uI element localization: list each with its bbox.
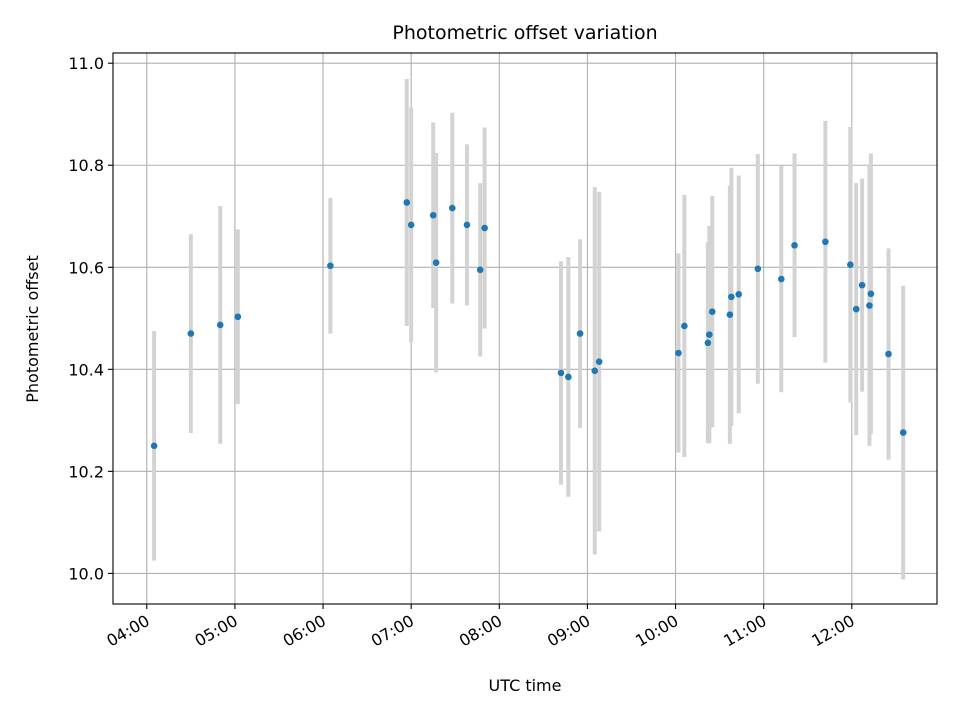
y-axis-ticks: 10.0 10.2 10.4 10.6 10.8 11.0 xyxy=(68,54,113,583)
data-point xyxy=(885,350,892,358)
data-point xyxy=(735,291,743,298)
data-point xyxy=(706,331,713,338)
x-tick-label: 10:00 xyxy=(632,611,681,651)
data-point xyxy=(481,224,488,232)
data-point xyxy=(595,358,603,365)
x-tick-label: 06:00 xyxy=(280,611,329,651)
data-point xyxy=(858,281,866,289)
data-point xyxy=(150,442,158,450)
data-point xyxy=(754,265,762,273)
y-tick-label: 10.8 xyxy=(68,156,104,175)
data-point xyxy=(791,242,798,249)
data-point xyxy=(432,259,440,266)
x-tick-label: 12:00 xyxy=(808,611,857,651)
y-tick-label: 10.2 xyxy=(68,462,104,481)
chart-title: Photometric offset variation xyxy=(392,22,657,44)
data-point xyxy=(565,373,572,381)
data-point xyxy=(187,330,195,337)
data-point xyxy=(429,211,437,219)
data-point xyxy=(327,262,334,270)
x-tick-label: 08:00 xyxy=(456,611,505,651)
data-point xyxy=(216,321,224,329)
data-point xyxy=(847,261,854,269)
data-point xyxy=(463,221,471,229)
data-point xyxy=(852,305,860,313)
x-tick-label: 07:00 xyxy=(368,611,417,651)
data-point xyxy=(728,293,735,301)
x-grid-lines xyxy=(146,53,853,604)
data-point xyxy=(234,313,242,321)
y-grid-lines xyxy=(113,62,937,574)
data-point xyxy=(778,275,785,283)
data-point xyxy=(822,238,829,246)
x-tick-label: 11:00 xyxy=(720,611,769,651)
x-tick-label: 05:00 xyxy=(191,611,240,651)
data-point xyxy=(867,290,875,298)
error-bars xyxy=(152,79,906,580)
data-points xyxy=(150,199,907,450)
x-axis-label: UTC time xyxy=(489,676,562,695)
data-point xyxy=(675,349,682,357)
y-tick-label: 10.0 xyxy=(68,564,104,583)
y-axis-label: Photometric offset xyxy=(23,255,42,403)
y-tick-label: 10.4 xyxy=(68,360,104,379)
data-point xyxy=(557,369,565,377)
data-point xyxy=(681,322,688,330)
data-point xyxy=(476,266,484,274)
x-tick-label: 04:00 xyxy=(103,611,152,651)
data-point xyxy=(576,330,584,337)
data-point xyxy=(448,204,456,212)
y-tick-label: 11.0 xyxy=(68,54,104,73)
data-point xyxy=(704,339,712,347)
x-axis-ticks: 04:00 05:00 06:00 07:00 08:00 09:00 10:00 11:00… xyxy=(103,604,858,651)
data-point xyxy=(403,199,411,206)
x-tick-label: 09:00 xyxy=(544,611,593,651)
y-tick-label: 10.6 xyxy=(68,258,104,277)
data-point xyxy=(407,221,415,229)
data-point xyxy=(899,429,907,436)
data-point xyxy=(866,302,873,309)
data-point xyxy=(591,367,599,375)
data-point xyxy=(726,311,734,319)
data-point xyxy=(708,308,716,315)
plot-frame xyxy=(112,52,938,605)
